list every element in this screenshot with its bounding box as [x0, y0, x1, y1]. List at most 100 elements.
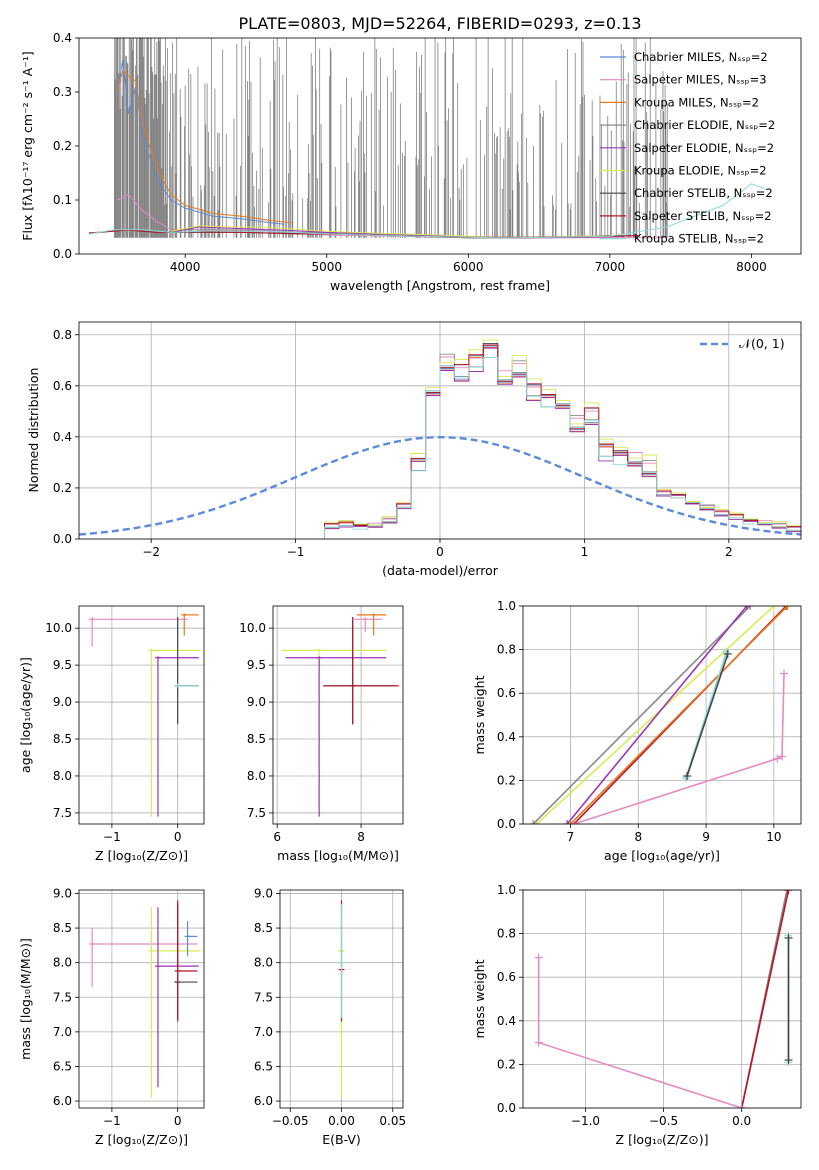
y-tick-label: 0.3	[53, 85, 72, 99]
axes-age_vs_Z: −1 0 7.5 8.0 8.5 9.0 9.5 10.0 Z [log₁₀(Z/Z⊙)] age…	[18, 605, 205, 863]
y-tick-label: 0.2	[497, 1057, 516, 1071]
x-tick-label: 0.05	[379, 1114, 406, 1128]
y-tick-label: 8.5	[53, 732, 72, 746]
x-tick-label: −0.05	[272, 1114, 309, 1128]
y-tick-label: 8.5	[254, 921, 273, 935]
y-tick-label: 0.6	[497, 686, 516, 700]
x-tick-label: 5000	[311, 260, 342, 274]
y-tick-label: 0.8	[497, 927, 516, 941]
y-tick-label: 0.8	[497, 643, 516, 657]
x-tick-label: 0	[436, 545, 444, 559]
y-tick-label: 6.0	[53, 1094, 72, 1108]
axes-mass_vs_Z: −1 0 6.0 6.5 7.0 7.5 8.0 8.5 9.0 Z [log₁₀(Z/Z⊙)] m…	[18, 886, 205, 1147]
y-tick-label: 8.5	[247, 732, 266, 746]
y-tick-label: 0.0	[53, 247, 72, 261]
x-tick-label: −1.0	[571, 1114, 600, 1128]
y-tick-label: 0.2	[53, 481, 72, 495]
y-axis-label: Flux [fλ10⁻¹⁷ erg cm⁻² s⁻¹ A⁻¹]	[20, 51, 35, 240]
model-line	[88, 183, 766, 239]
plot-area-mass_vs_EBV	[338, 900, 345, 1098]
y-tick-label: 0.2	[497, 773, 516, 787]
axes-spectrum: 4000 5000 6000 7000 8000 0.0 0.1 0.2 0.3 0.4 wavel…	[20, 31, 802, 293]
x-axis-label: (data-model)/error	[382, 563, 499, 578]
x-axis-label: Z [log₁₀(Z/Z⊙)]	[95, 848, 188, 863]
axes-frame	[78, 889, 205, 1109]
x-tick-label: 1	[581, 545, 589, 559]
axes-frame	[78, 605, 205, 825]
axes-age_vs_mass: 6 8 7.5 8.0 8.5 9.0 9.5 10.0 mass [log₁₀(M/M⊙)]	[239, 605, 404, 863]
x-axis-label: Z [log₁₀(Z/Z⊙)]	[95, 1132, 188, 1147]
x-tick-label: 10	[766, 830, 781, 844]
y-tick-label: 8.0	[247, 769, 266, 783]
x-tick-label: −0.5	[649, 1114, 678, 1128]
legend-label: 𝒩(0, 1)	[739, 336, 785, 351]
y-tick-label: 8.0	[254, 956, 273, 970]
legend-label: Kroupa MILES, Nₛₛₚ=2	[634, 95, 759, 109]
x-tick-label: 2	[725, 545, 733, 559]
y-tick-label: 0.2	[53, 139, 72, 153]
charts-root: 4000 5000 6000 7000 80000.00.10.20.30.4wavel…	[18, 31, 802, 1147]
x-tick-label: −1	[103, 1114, 121, 1128]
x-tick-label: −1	[287, 545, 305, 559]
axes-massweight_vs_Z: −1.0 −0.5 0.0 0.0 0.2 0.4 0.6 0.8 1.0 Z [log₁₀(Z/…	[472, 883, 802, 1147]
x-tick-label: 8	[357, 830, 365, 844]
weight-line	[684, 651, 728, 779]
plot-area-residuals	[79, 339, 801, 539]
y-tick-label: 10.0	[239, 621, 266, 635]
normal-curve	[79, 435, 801, 536]
y-tick-label: 1.0	[497, 883, 516, 897]
y-tick-label: 0.0	[497, 1101, 516, 1115]
y-tick-label: 6.0	[254, 1094, 273, 1108]
weight-line	[566, 606, 748, 824]
y-tick-label: 0.4	[53, 31, 72, 45]
x-tick-label: 0.00	[328, 1114, 355, 1128]
y-tick-label: 10.0	[45, 621, 72, 635]
x-axis-label: wavelength [Angstrom, rest frame]	[330, 278, 550, 293]
y-tick-label: 7.5	[254, 990, 273, 1004]
weight-line	[536, 606, 775, 824]
y-tick-label: 0.1	[53, 193, 72, 207]
figure-title: PLATE=0803, MJD=52264, FIBERID=0293, z=0…	[238, 14, 641, 33]
y-tick-label: 9.0	[254, 886, 273, 900]
y-tick-label: 0.4	[53, 430, 72, 444]
legend-label: Chabrier MILES, Nₛₛₚ=2	[634, 50, 768, 64]
y-tick-label: 7.0	[53, 1025, 72, 1039]
legend-label: Salpeter STELIB, Nₛₛₚ=2	[634, 209, 772, 223]
x-tick-label: 6	[273, 830, 281, 844]
y-axis-label: mass weight	[472, 959, 487, 1038]
y-tick-label: 7.5	[53, 806, 72, 820]
plot-area-massweight_vs_Z	[534, 890, 793, 1108]
x-tick-label: −1	[103, 830, 121, 844]
residual-legend: 𝒩(0, 1)	[700, 336, 785, 351]
legend-label: Kroupa STELIB, Nₛₛₚ=2	[634, 232, 764, 246]
plot-area-spectrum	[88, 38, 766, 239]
y-tick-label: 7.0	[254, 1025, 273, 1039]
weight-line	[573, 673, 785, 824]
y-tick-label: 9.5	[247, 658, 266, 672]
x-tick-label: 0	[174, 830, 182, 844]
y-tick-label: 8.0	[53, 769, 72, 783]
x-tick-label: 9	[702, 830, 710, 844]
axes-frame	[522, 889, 802, 1109]
weight-line	[537, 957, 742, 1108]
x-tick-label: −2	[142, 545, 160, 559]
y-tick-label: 6.5	[254, 1059, 273, 1073]
y-tick-label: 0.6	[497, 970, 516, 984]
axes-frame	[272, 605, 404, 825]
weight-line	[532, 606, 751, 824]
legend-label: Chabrier ELODIE, Nₛₛₚ=2	[634, 118, 775, 132]
x-tick-label: 8000	[736, 260, 767, 274]
weight-line	[569, 606, 788, 824]
y-tick-label: 9.0	[53, 886, 72, 900]
y-tick-label: 9.0	[53, 695, 72, 709]
axes-frame	[522, 605, 802, 825]
y-tick-label: 0.0	[497, 817, 516, 831]
legend-label: Salpeter MILES, Nₛₛₚ=3	[634, 73, 767, 87]
weight-line	[686, 653, 729, 777]
x-axis-label: mass [log₁₀(M/M⊙)]	[277, 848, 399, 863]
axes-mass_vs_EBV: −0.05 0.00 0.05 6.0 6.5 7.0 7.5 8.0 8.5 9.0 E(B-V)	[254, 886, 406, 1147]
model-line	[116, 59, 285, 225]
weight-line	[740, 890, 790, 1108]
y-tick-label: 6.5	[53, 1059, 72, 1073]
